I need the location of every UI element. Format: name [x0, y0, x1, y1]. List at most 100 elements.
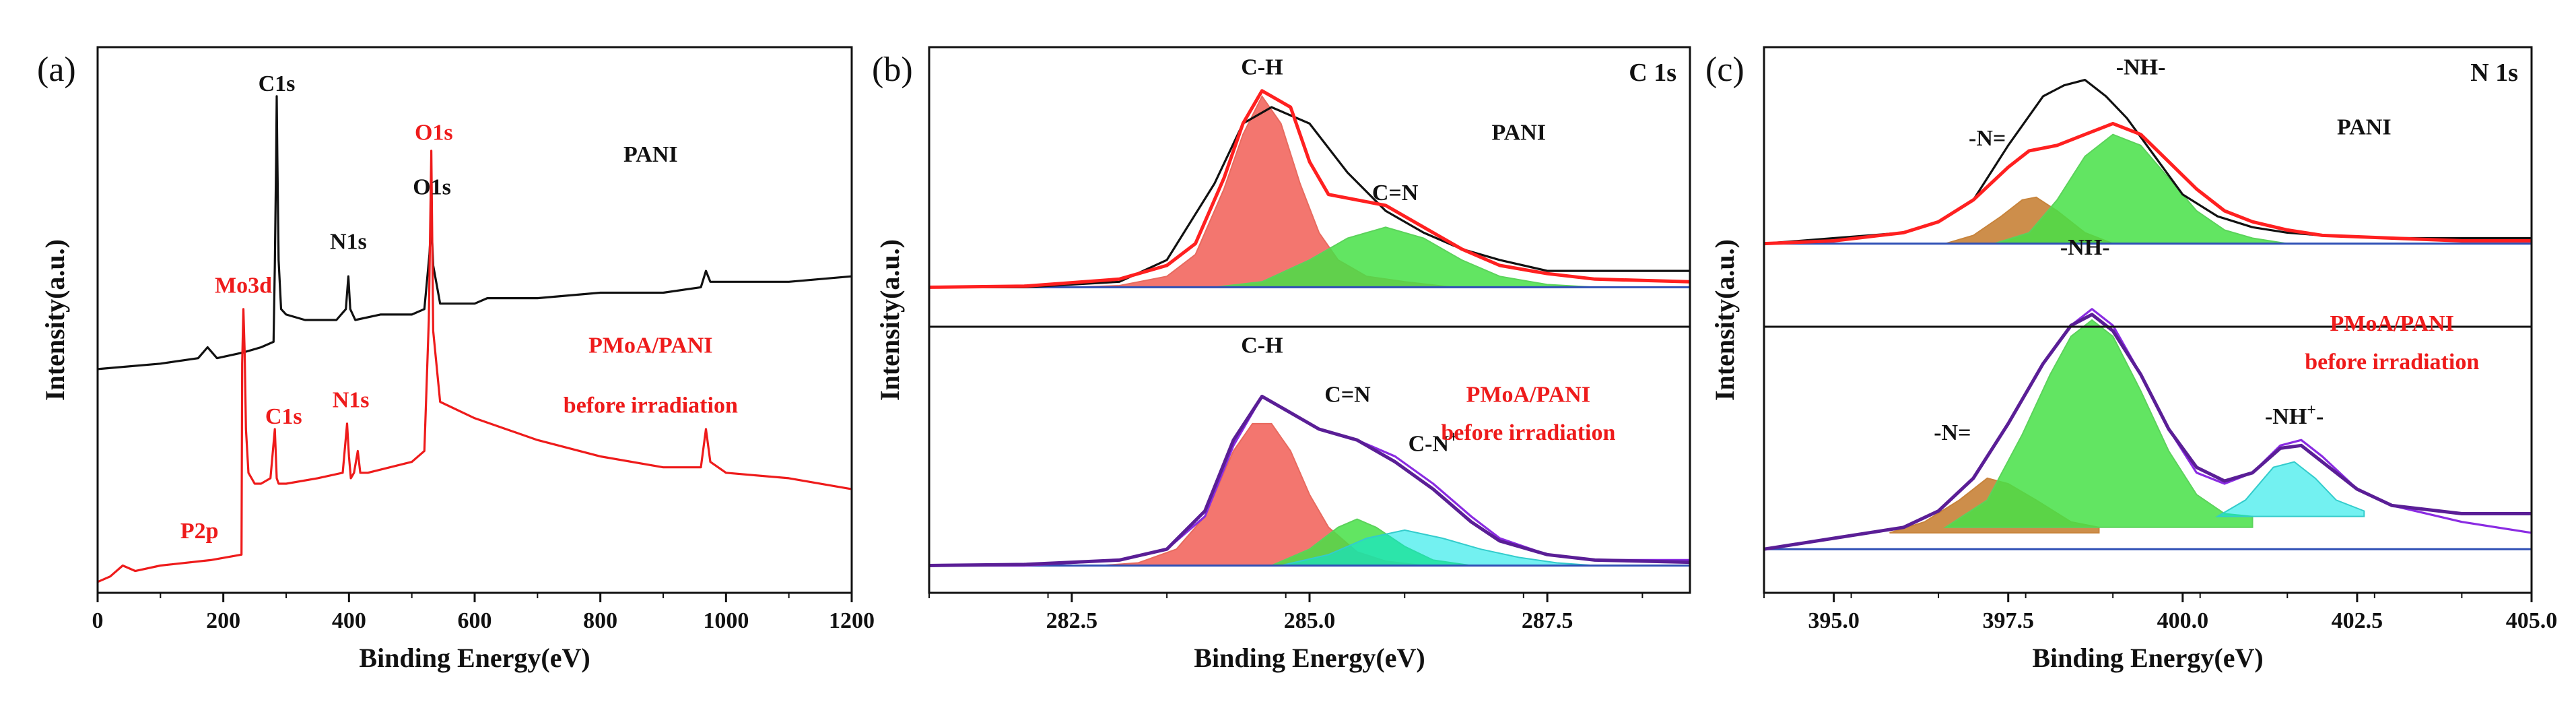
series-fill-8	[1281, 529, 1595, 567]
annotation-text: N1s	[333, 388, 370, 413]
annotation-2: O1s	[413, 175, 451, 200]
annotation-text: C-N	[1409, 431, 1450, 456]
series-fill-3	[1214, 226, 1595, 288]
annotation-text: -N=	[1969, 126, 2006, 151]
chart-panel-b: 282.5 285.0 287.5 Binding Energy(eV) Intensi…	[872, 46, 1691, 673]
x-tick-label: 405.0	[2506, 608, 2558, 633]
annotation-suffix: -	[2316, 404, 2324, 429]
annotation-6: PMoA/PANI	[1466, 383, 1590, 408]
y-axis-title: Intensity(a.u.)	[875, 239, 905, 401]
annotation-superscript: +	[2307, 402, 2316, 419]
plot-frame	[1763, 46, 2533, 594]
x-tick-label: 400.0	[2157, 608, 2209, 633]
y-axis-title: Intensity(a.u.)	[40, 239, 70, 401]
annotation-3: PANI	[623, 142, 678, 167]
annotation-10: before irradiation	[564, 393, 738, 418]
x-tick-label: 200	[206, 608, 240, 633]
annotation-text: PANI	[1491, 121, 1546, 146]
annotation-4: -N=	[1934, 420, 1971, 445]
annotation-1: -NH-	[2116, 55, 2166, 80]
annotation-5: C1s	[265, 404, 302, 429]
annotation-text: before irradiation	[1441, 420, 1615, 445]
x-tick-label: 0	[92, 608, 104, 633]
panel-label: (c)	[1705, 51, 1744, 89]
annotation-text: PMoA/PANI	[588, 333, 712, 358]
x-axis-title: Binding Energy(eV)	[2032, 643, 2263, 673]
x-axis-title: Binding Energy(eV)	[1194, 643, 1425, 673]
series-line-1	[97, 150, 852, 583]
annotation-6: N1s	[333, 388, 370, 413]
annotation-5: -NH+-	[2265, 402, 2324, 429]
annotation-text: C=N	[1324, 383, 1371, 408]
annotation-text: before irradiation	[2305, 350, 2479, 375]
annotation-text: PMoA/PANI	[1466, 383, 1590, 408]
series-fill-8	[2214, 461, 2365, 517]
x-tick-label: 1000	[703, 608, 749, 633]
chart-panel-c: 395.0 397.5 400.0 402.5 405.0 Binding Energy(…	[1705, 46, 2558, 673]
annotation-2: PANI	[2337, 115, 2392, 140]
annotation-7: before irradiation	[1441, 420, 1615, 445]
series-line-1	[1763, 121, 2532, 246]
annotation-8: P2p	[180, 519, 219, 544]
y-axis-title: Intensity(a.u.)	[1709, 239, 1740, 401]
series-fill-7	[1943, 319, 2253, 528]
x-tick-label: 397.5	[1982, 608, 2034, 633]
annotation-1: N1s	[330, 230, 367, 255]
annotation-5: C-N+	[1409, 428, 1458, 456]
x-tick-label: 1200	[829, 608, 875, 633]
corner-label: N 1s	[2470, 59, 2518, 87]
annotation-text: O1s	[415, 121, 453, 146]
annotation-text: C1s	[259, 71, 296, 96]
annotation-text: Mo3d	[215, 274, 272, 298]
annotation-0: C-H	[1241, 55, 1283, 80]
x-tick-label: 400	[332, 608, 366, 633]
annotation-2: PANI	[1491, 121, 1546, 146]
series-fill-3	[1994, 133, 2288, 245]
panel-label: (b)	[872, 51, 913, 89]
annotation-3: C-H	[1241, 333, 1283, 358]
series-line-5	[1763, 313, 2532, 551]
x-tick-label: 282.5	[1046, 608, 1098, 633]
x-tick-label: 800	[583, 608, 617, 633]
x-tick-label: 287.5	[1522, 608, 1573, 633]
annotation-text: PANI	[623, 142, 678, 167]
corner-label: C 1s	[1629, 59, 1676, 87]
x-tick-label: 395.0	[1808, 608, 1860, 633]
annotation-7: O1s	[415, 121, 453, 146]
annotation-text: PANI	[2337, 115, 2392, 140]
annotation-0: -N=	[1969, 126, 2006, 151]
x-tick-label: 402.5	[2332, 608, 2383, 633]
annotation-text: P2p	[180, 519, 219, 544]
annotation-text: before irradiation	[564, 393, 738, 418]
annotation-text: C-H	[1241, 333, 1283, 358]
annotation-text: PMoA/PANI	[2330, 311, 2454, 336]
x-tick-label: 285.0	[1284, 608, 1336, 633]
annotation-text: C1s	[265, 404, 302, 429]
series-line-0	[97, 95, 852, 371]
series-line-1	[928, 89, 1691, 289]
series-line-5	[928, 394, 1691, 567]
annotation-7: before irradiation	[2305, 350, 2479, 375]
annotation-1: C=N	[1372, 181, 1419, 205]
annotation-superscript: +	[1449, 428, 1458, 446]
annotation-6: PMoA/PANI	[2330, 311, 2454, 336]
annotation-text: -N=	[1934, 420, 1971, 445]
annotation-3: -NH-	[2060, 235, 2110, 260]
annotation-4: C=N	[1324, 383, 1371, 408]
panel-label: (a)	[37, 51, 76, 89]
annotation-text: -NH-	[2060, 235, 2110, 260]
annotation-9: PMoA/PANI	[588, 333, 712, 358]
chart-panel-a: 0 200 400 600 800 1000 1200 Binding Energy(eV) I…	[37, 46, 875, 673]
annotation-text: -NH	[2265, 404, 2307, 429]
annotation-text: N1s	[330, 230, 367, 255]
annotation-4: Mo3d	[215, 274, 272, 298]
annotation-0: C1s	[259, 71, 296, 96]
plot-frame	[96, 46, 853, 594]
x-tick-label: 600	[458, 608, 492, 633]
annotation-text: C-H	[1241, 55, 1283, 80]
x-axis-title: Binding Energy(eV)	[359, 643, 590, 673]
annotation-text: C=N	[1372, 181, 1419, 205]
annotation-text: O1s	[413, 175, 451, 200]
annotation-text: -NH-	[2116, 55, 2166, 80]
